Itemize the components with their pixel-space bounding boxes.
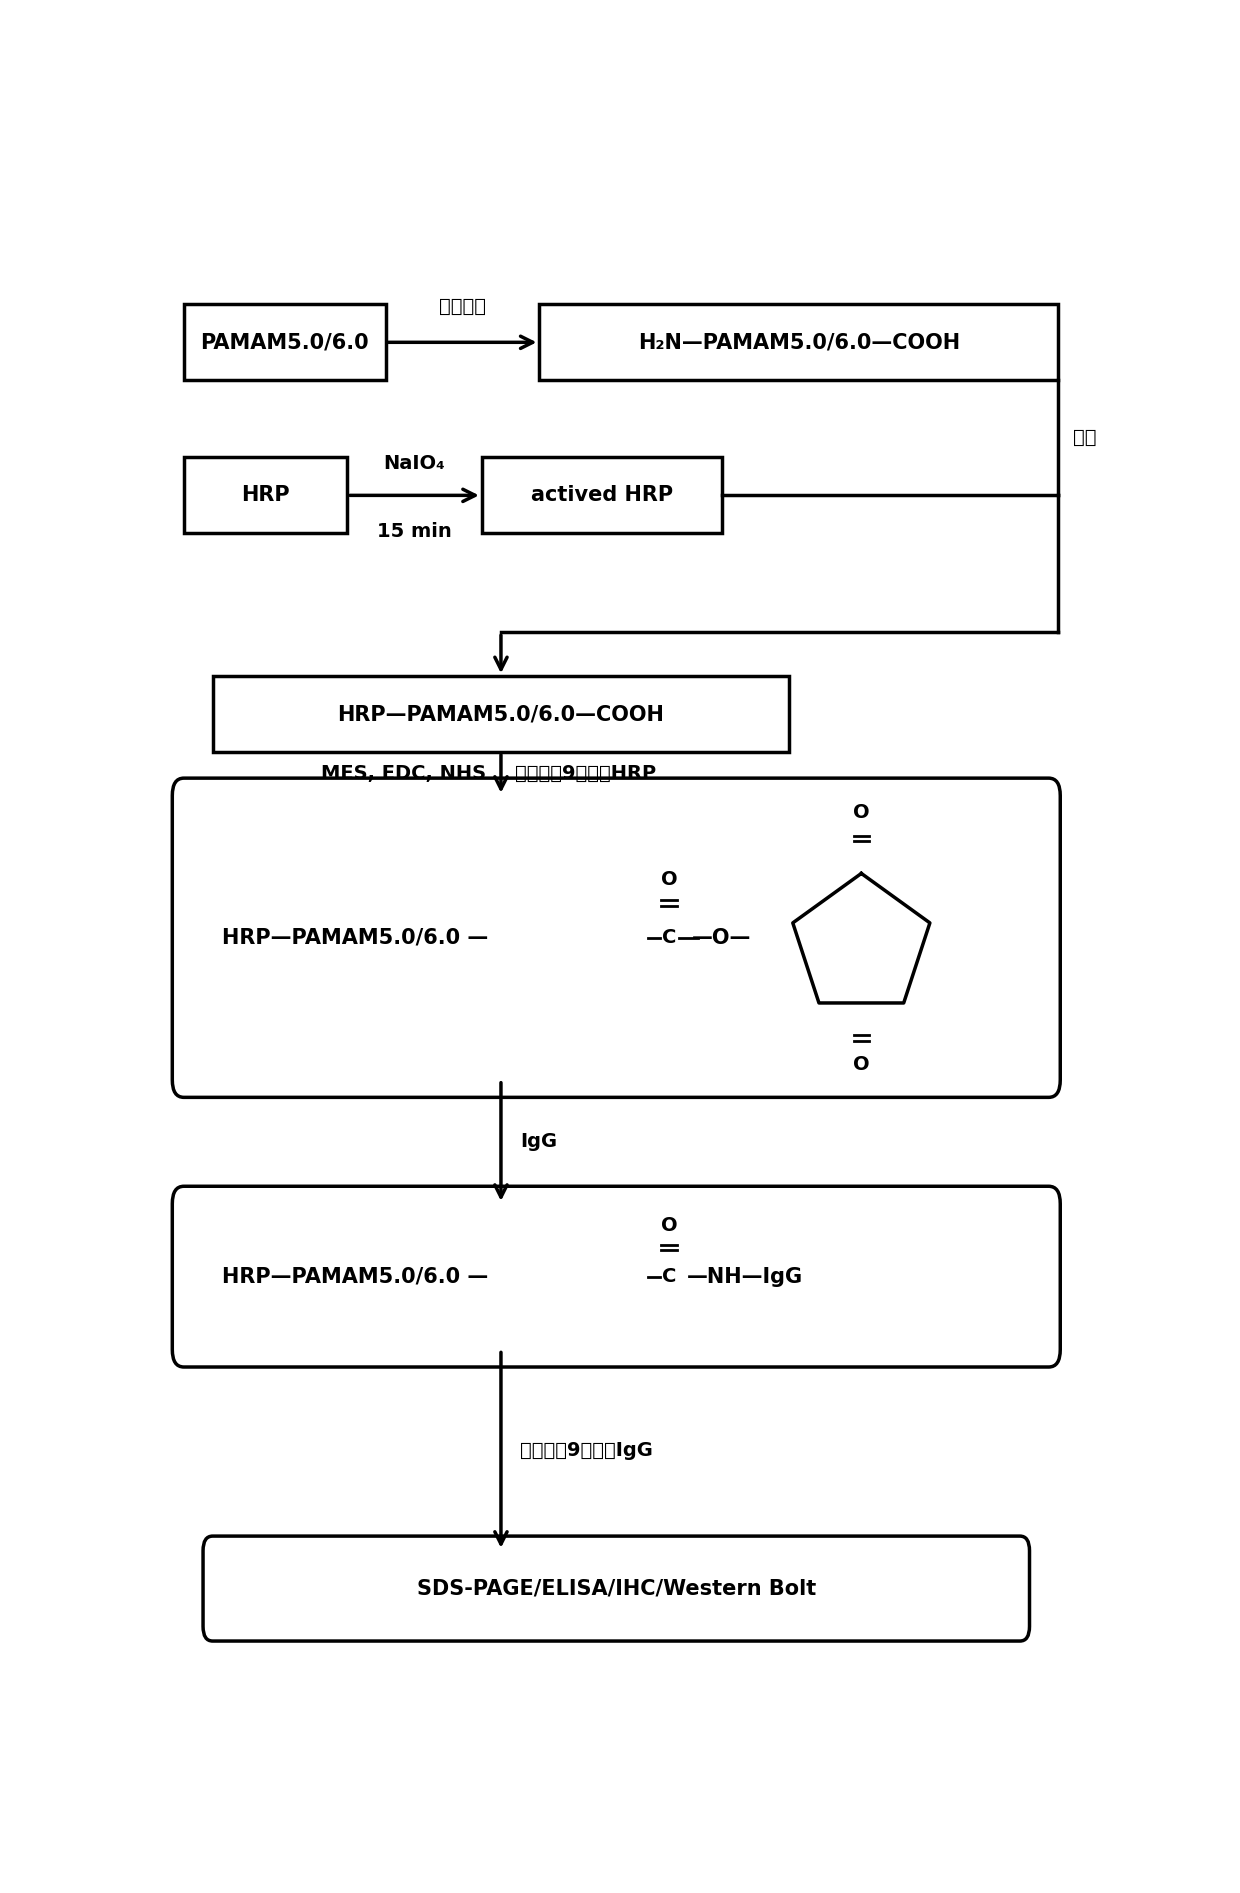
Text: O: O [661,1215,677,1234]
FancyBboxPatch shape [172,778,1060,1098]
Text: O: O [853,1054,869,1073]
FancyBboxPatch shape [184,458,347,534]
Text: HRP—PAMAM5.0/6.0 —: HRP—PAMAM5.0/6.0 — [222,1266,489,1287]
Text: PAMAM5.0/6.0: PAMAM5.0/6.0 [201,333,370,352]
Text: O: O [853,803,869,822]
Text: 纯化去挸9多余的HRP: 纯化去挸9多余的HRP [516,765,656,784]
Text: O: O [661,871,677,890]
Text: C: C [662,928,676,946]
FancyBboxPatch shape [203,1535,1029,1641]
Text: IgG: IgG [521,1132,557,1151]
Text: H₂N—PAMAM5.0/6.0—COOH: H₂N—PAMAM5.0/6.0—COOH [637,333,960,352]
Text: HRP—PAMAM5.0/6.0—COOH: HRP—PAMAM5.0/6.0—COOH [337,704,665,723]
Text: 透析: 透析 [1073,428,1096,447]
Text: NaIO₄: NaIO₄ [383,454,445,473]
Text: 15 min: 15 min [377,522,451,541]
Text: 丁二酸酟: 丁二酸酟 [439,297,486,316]
Text: HRP—PAMAM5.0/6.0 —: HRP—PAMAM5.0/6.0 — [222,928,489,948]
Text: 纯化去挸9多余的IgG: 纯化去挸9多余的IgG [521,1441,653,1460]
Text: actived HRP: actived HRP [531,485,673,505]
FancyBboxPatch shape [539,305,1059,380]
Text: C: C [662,1266,676,1285]
Text: SDS-PAGE/ELISA/IHC/Western Bolt: SDS-PAGE/ELISA/IHC/Western Bolt [417,1579,816,1598]
Text: —NH—IgG: —NH—IgG [687,1266,802,1287]
Text: —O—: —O— [692,928,751,948]
FancyBboxPatch shape [213,676,789,752]
FancyBboxPatch shape [481,458,722,534]
FancyBboxPatch shape [172,1187,1060,1367]
Text: MES, EDC, NHS: MES, EDC, NHS [321,765,486,784]
FancyBboxPatch shape [184,305,386,380]
Text: HRP: HRP [242,485,290,505]
